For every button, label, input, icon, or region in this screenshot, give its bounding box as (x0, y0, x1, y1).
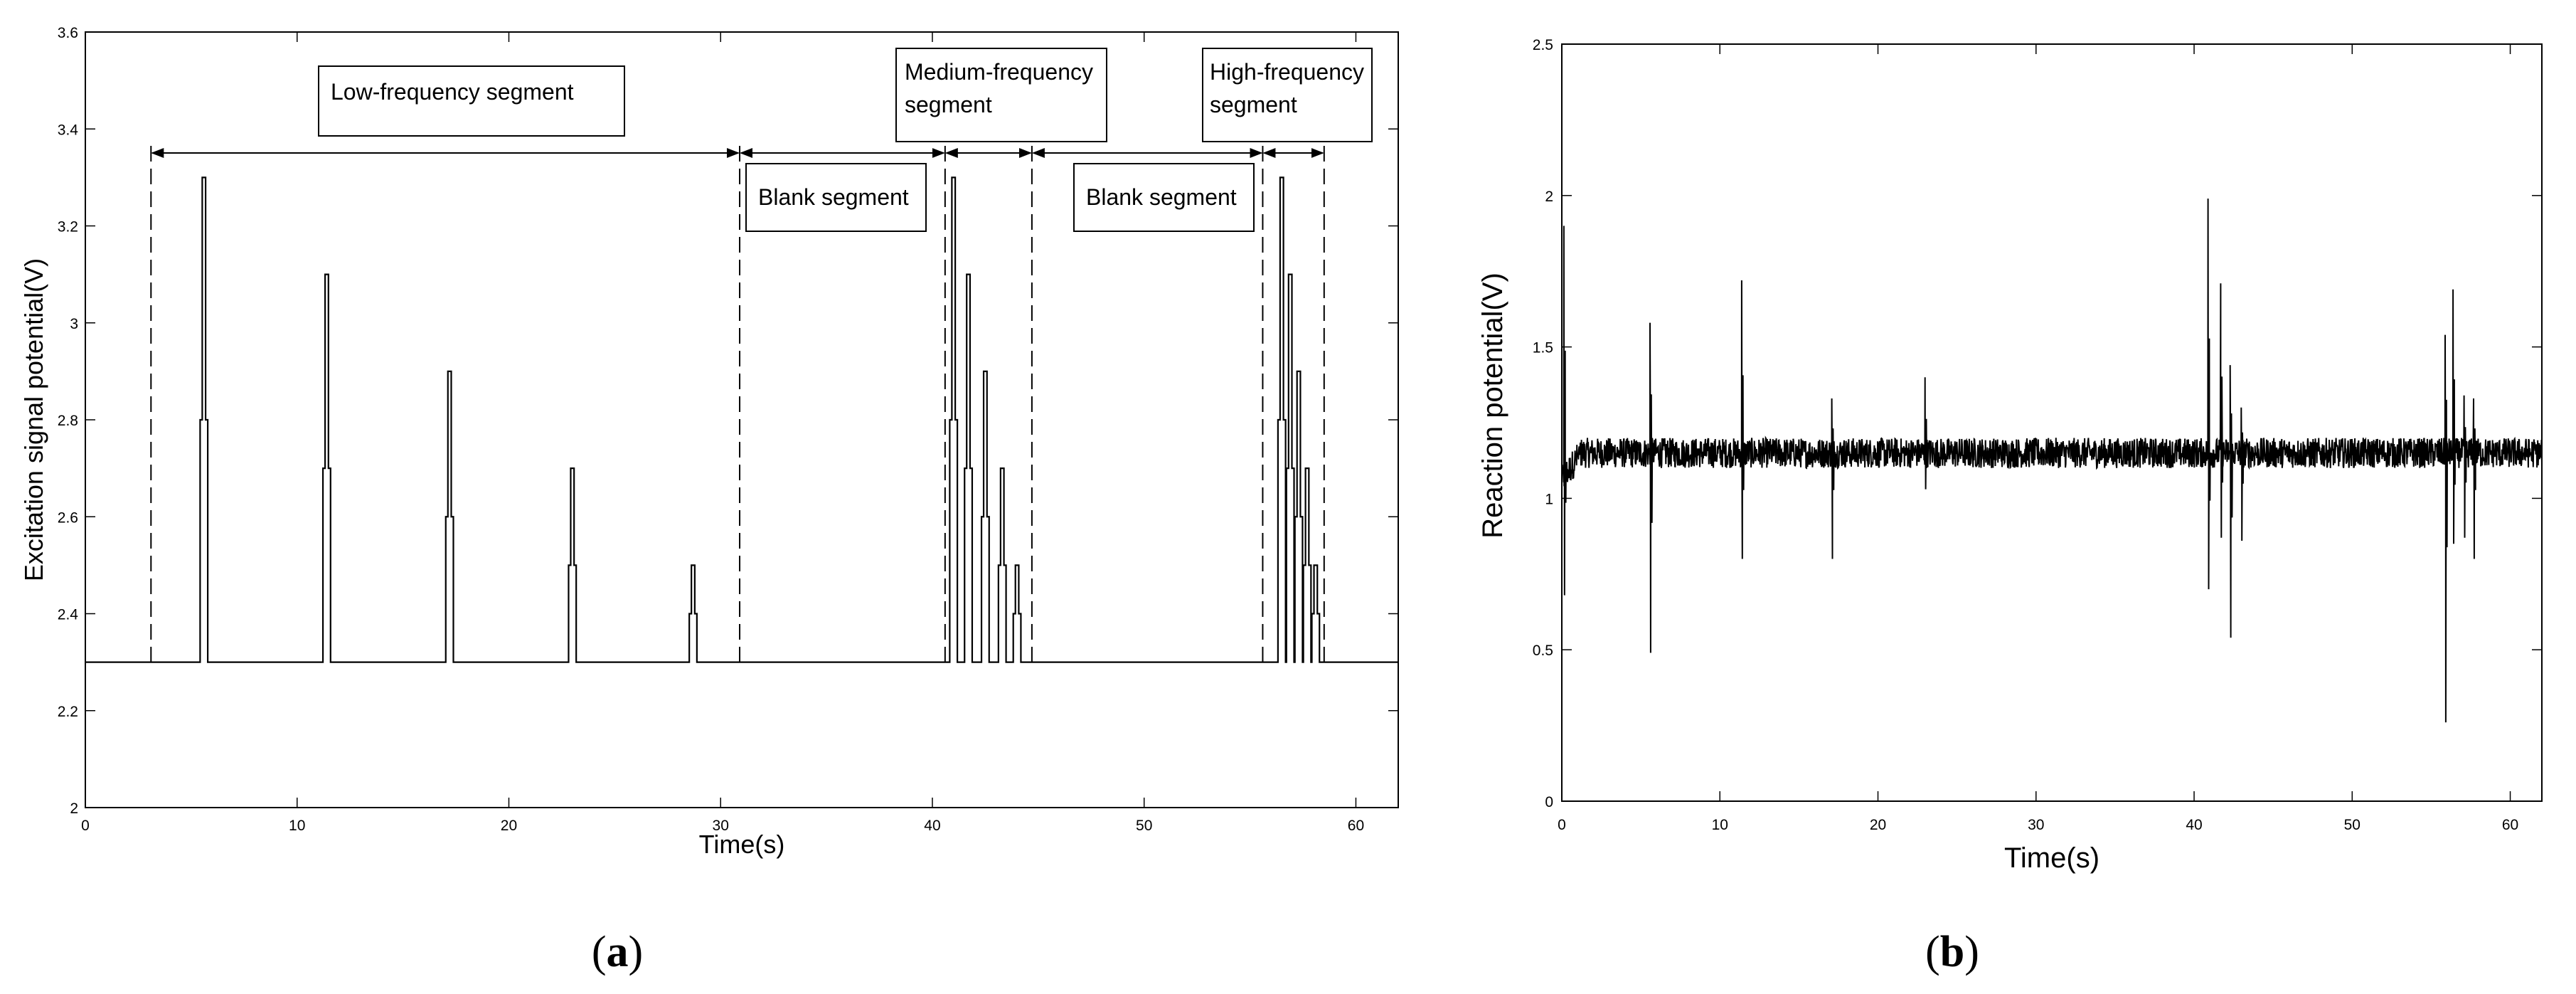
chart-b-x-tick-label: 30 (2028, 817, 2044, 833)
panel-label-b: (b) (1925, 928, 1979, 976)
chart-b-y-axis-label: Reaction potential(V) (1477, 273, 1508, 539)
chart-a-annotation-label: segment (905, 92, 992, 117)
chart-b-plot-frame (1561, 43, 2543, 802)
chart-b-x-tick-label: 20 (1870, 817, 1886, 833)
chart-a-x-tick-label: 30 (713, 818, 729, 834)
chart-a-annotation-box (895, 48, 1107, 142)
chart-a-x-tick-label: 60 (1348, 818, 1364, 834)
chart-a-y-tick-label: 2.2 (58, 704, 78, 720)
chart-b-ticks: 0 10 20 30 40 50 60 0 0.5 1 1.5 2 2.5 (1533, 37, 2542, 833)
chart-a-annotation-label: Blank segment (758, 184, 909, 210)
chart-a-annotation-label: segment (1210, 92, 1297, 117)
chart-a-y-tick-label: 2.8 (58, 413, 78, 429)
chart-a-annotation-label: Low-frequency segment (331, 79, 574, 105)
chart-b-x-tick-label: 40 (2186, 817, 2202, 833)
chart-a-x-tick-label: 20 (501, 818, 517, 834)
chart-b-signal-line (1561, 199, 2543, 723)
chart-a-annotation-box (318, 65, 625, 137)
chart-a-annotation-box (745, 163, 927, 232)
chart-a-x-tick-label: 10 (289, 818, 305, 834)
chart-a-ticks: 0 10 20 30 40 50 60 2 2.2 2.4 2.6 2.8 3 3.2 3.4 3.6 (58, 25, 1398, 834)
chart-a-x-tick-label: 50 (1136, 818, 1152, 834)
panel-label-a: (a) (592, 928, 643, 976)
chart-a-signal-line (85, 176, 1398, 663)
chart-a-y-tick-label: 3 (70, 316, 78, 332)
chart-a-y-tick-label: 3.6 (58, 25, 78, 41)
chart-b-x-tick-label: 60 (2502, 817, 2518, 833)
chart-b-y-tick-label: 2.5 (1533, 37, 1553, 53)
chart-a-y-tick-label: 3.4 (58, 122, 79, 138)
chart-a-annotations: Low-frequency segment Blank segment Medium… (150, 48, 1373, 662)
chart-b-y-tick-label: 0.5 (1533, 643, 1553, 659)
chart-a-x-axis-label: Time(s) (699, 830, 785, 859)
chart-a-annotation-label: High-frequency (1210, 59, 1364, 85)
chart-b-x-tick-label: 10 (1712, 817, 1728, 833)
chart-a-annotation-label: Medium-frequency (905, 59, 1093, 85)
chart-a-y-tick-label: 2.6 (58, 509, 78, 526)
chart-a-x-tick-label: 40 (924, 818, 940, 834)
chart-a-y-axis-label: Excitation signal potential(V) (19, 258, 48, 581)
chart-b-x-tick-label: 0 (1558, 817, 1566, 833)
chart-a-annotation-box (1073, 163, 1255, 232)
chart-b-y-tick-label: 2 (1545, 189, 1553, 205)
chart-b-y-tick-label: 1 (1545, 491, 1553, 507)
chart-b-y-tick-label: 1.5 (1533, 340, 1553, 356)
chart-a-y-tick-label: 2.4 (58, 607, 79, 623)
chart-b-y-tick-label: 0 (1545, 794, 1553, 810)
chart-b-x-tick-label: 50 (2344, 817, 2361, 833)
chart-a-plot-frame (85, 31, 1399, 808)
chart-a-annotation-label: Blank segment (1086, 184, 1237, 210)
chart-a-annotation-box (1202, 48, 1373, 142)
chart-a: 0 10 20 30 40 50 60 2 2.2 2.4 2.6 2.8 3 3.2 3.4 3.6 Low… (19, 25, 1399, 859)
chart-b: 0 10 20 30 40 50 60 0 0.5 1 1.5 2 2.5 Time(s) Reacti… (1477, 37, 2543, 874)
chart-a-y-tick-label: 3.2 (58, 219, 78, 236)
chart-a-y-tick-label: 2 (70, 800, 78, 817)
chart-b-x-axis-label: Time(s) (2004, 842, 2099, 874)
chart-a-x-tick-label: 0 (81, 818, 90, 834)
